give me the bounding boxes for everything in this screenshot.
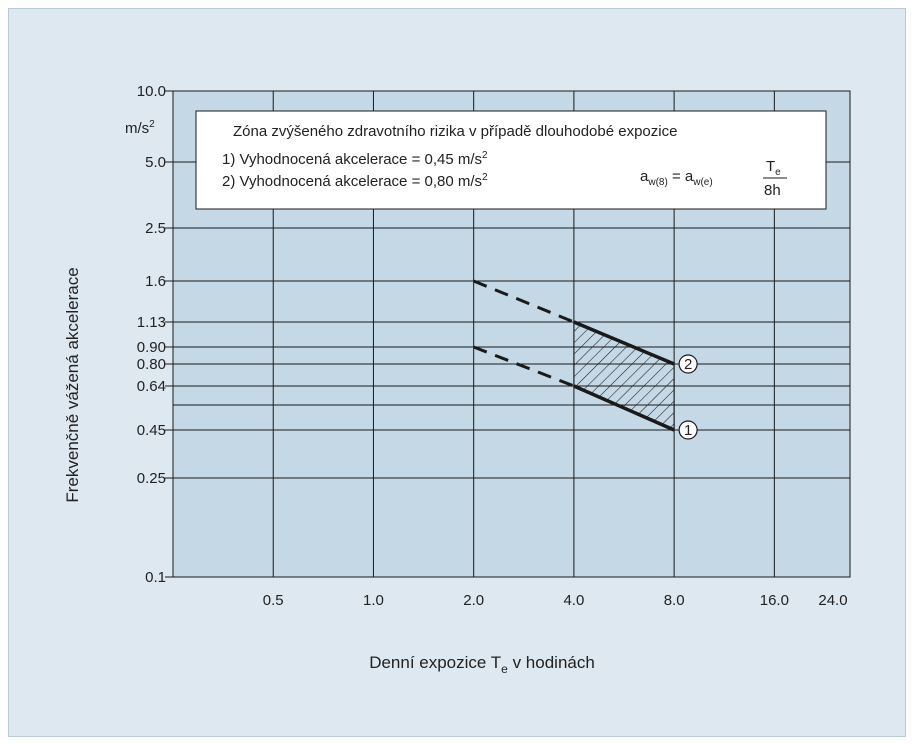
y-tick-label: 0.90 [137,339,166,356]
x-tick-label: 8.0 [664,592,685,609]
y-tick-label: 1.13 [137,314,166,331]
x-tick-label: 2.0 [463,592,484,609]
series-1-dashed [473,345,575,388]
legend-box: Zóna zvýšeného zdravotního rizika v příp… [195,110,827,210]
y-tick-label: 2.5 [145,220,166,237]
legend-line-1: 1) Vyhodnocená akcelerace = 0,45 m/s2 [222,150,488,168]
y-tick-label: 0.45 [137,422,166,439]
series-1-marker-label: 1 [684,422,692,439]
legend-line-2: 2) Vyhodnocená akcelerace = 0,80 m/s2 [222,172,488,190]
legend-formula-numerator: Te [766,158,781,178]
series-1-solid [573,384,675,432]
series-1-marker [678,420,698,440]
series-2-dashed [473,279,575,324]
x-tick-labels: 0.5 1.0 2.0 4.0 8.0 16.0 24.0 [263,592,848,609]
x-tick-label: 0.5 [263,592,284,609]
legend-formula-denominator: 8h [764,182,781,199]
y-tick-labels: 10.0 5.0 2.5 1.6 1.13 0.900.80 0.64 0.45 0.25 0.1 [137,83,166,586]
y-tick-label: 0.80 [137,356,166,373]
y-tick-label: 10.0 [137,83,166,100]
x-axis-label: Denní expozice Te v hodinách [369,653,595,676]
y-unit-label: m/s2 [125,119,155,137]
series-2-solid [573,320,675,366]
x-tick-label: 16.0 [760,592,789,609]
y-tick-label: 0.25 [137,470,166,487]
x-tick-label: 1.0 [363,592,384,609]
y-tick-label: 0.1 [145,569,166,586]
series-2-marker-label: 2 [684,356,692,373]
series-2-marker [678,354,698,374]
x-tick-label: 24.0 [818,592,847,609]
legend-title: Zóna zvýšeného zdravotního rizika v příp… [233,123,677,140]
legend-formula: aw(8) = aw(e) [640,168,713,188]
series-markers: 12 [678,354,698,440]
y-tick-label: 0.64 [137,378,166,395]
y-tick-label: 1.6 [145,273,166,290]
x-tick-label: 4.0 [563,592,584,609]
y-tick-label: 5.0 [145,154,166,171]
series-lines [473,279,675,432]
y-axis-label: Frekvenčně vážená akcelerace [63,267,82,502]
